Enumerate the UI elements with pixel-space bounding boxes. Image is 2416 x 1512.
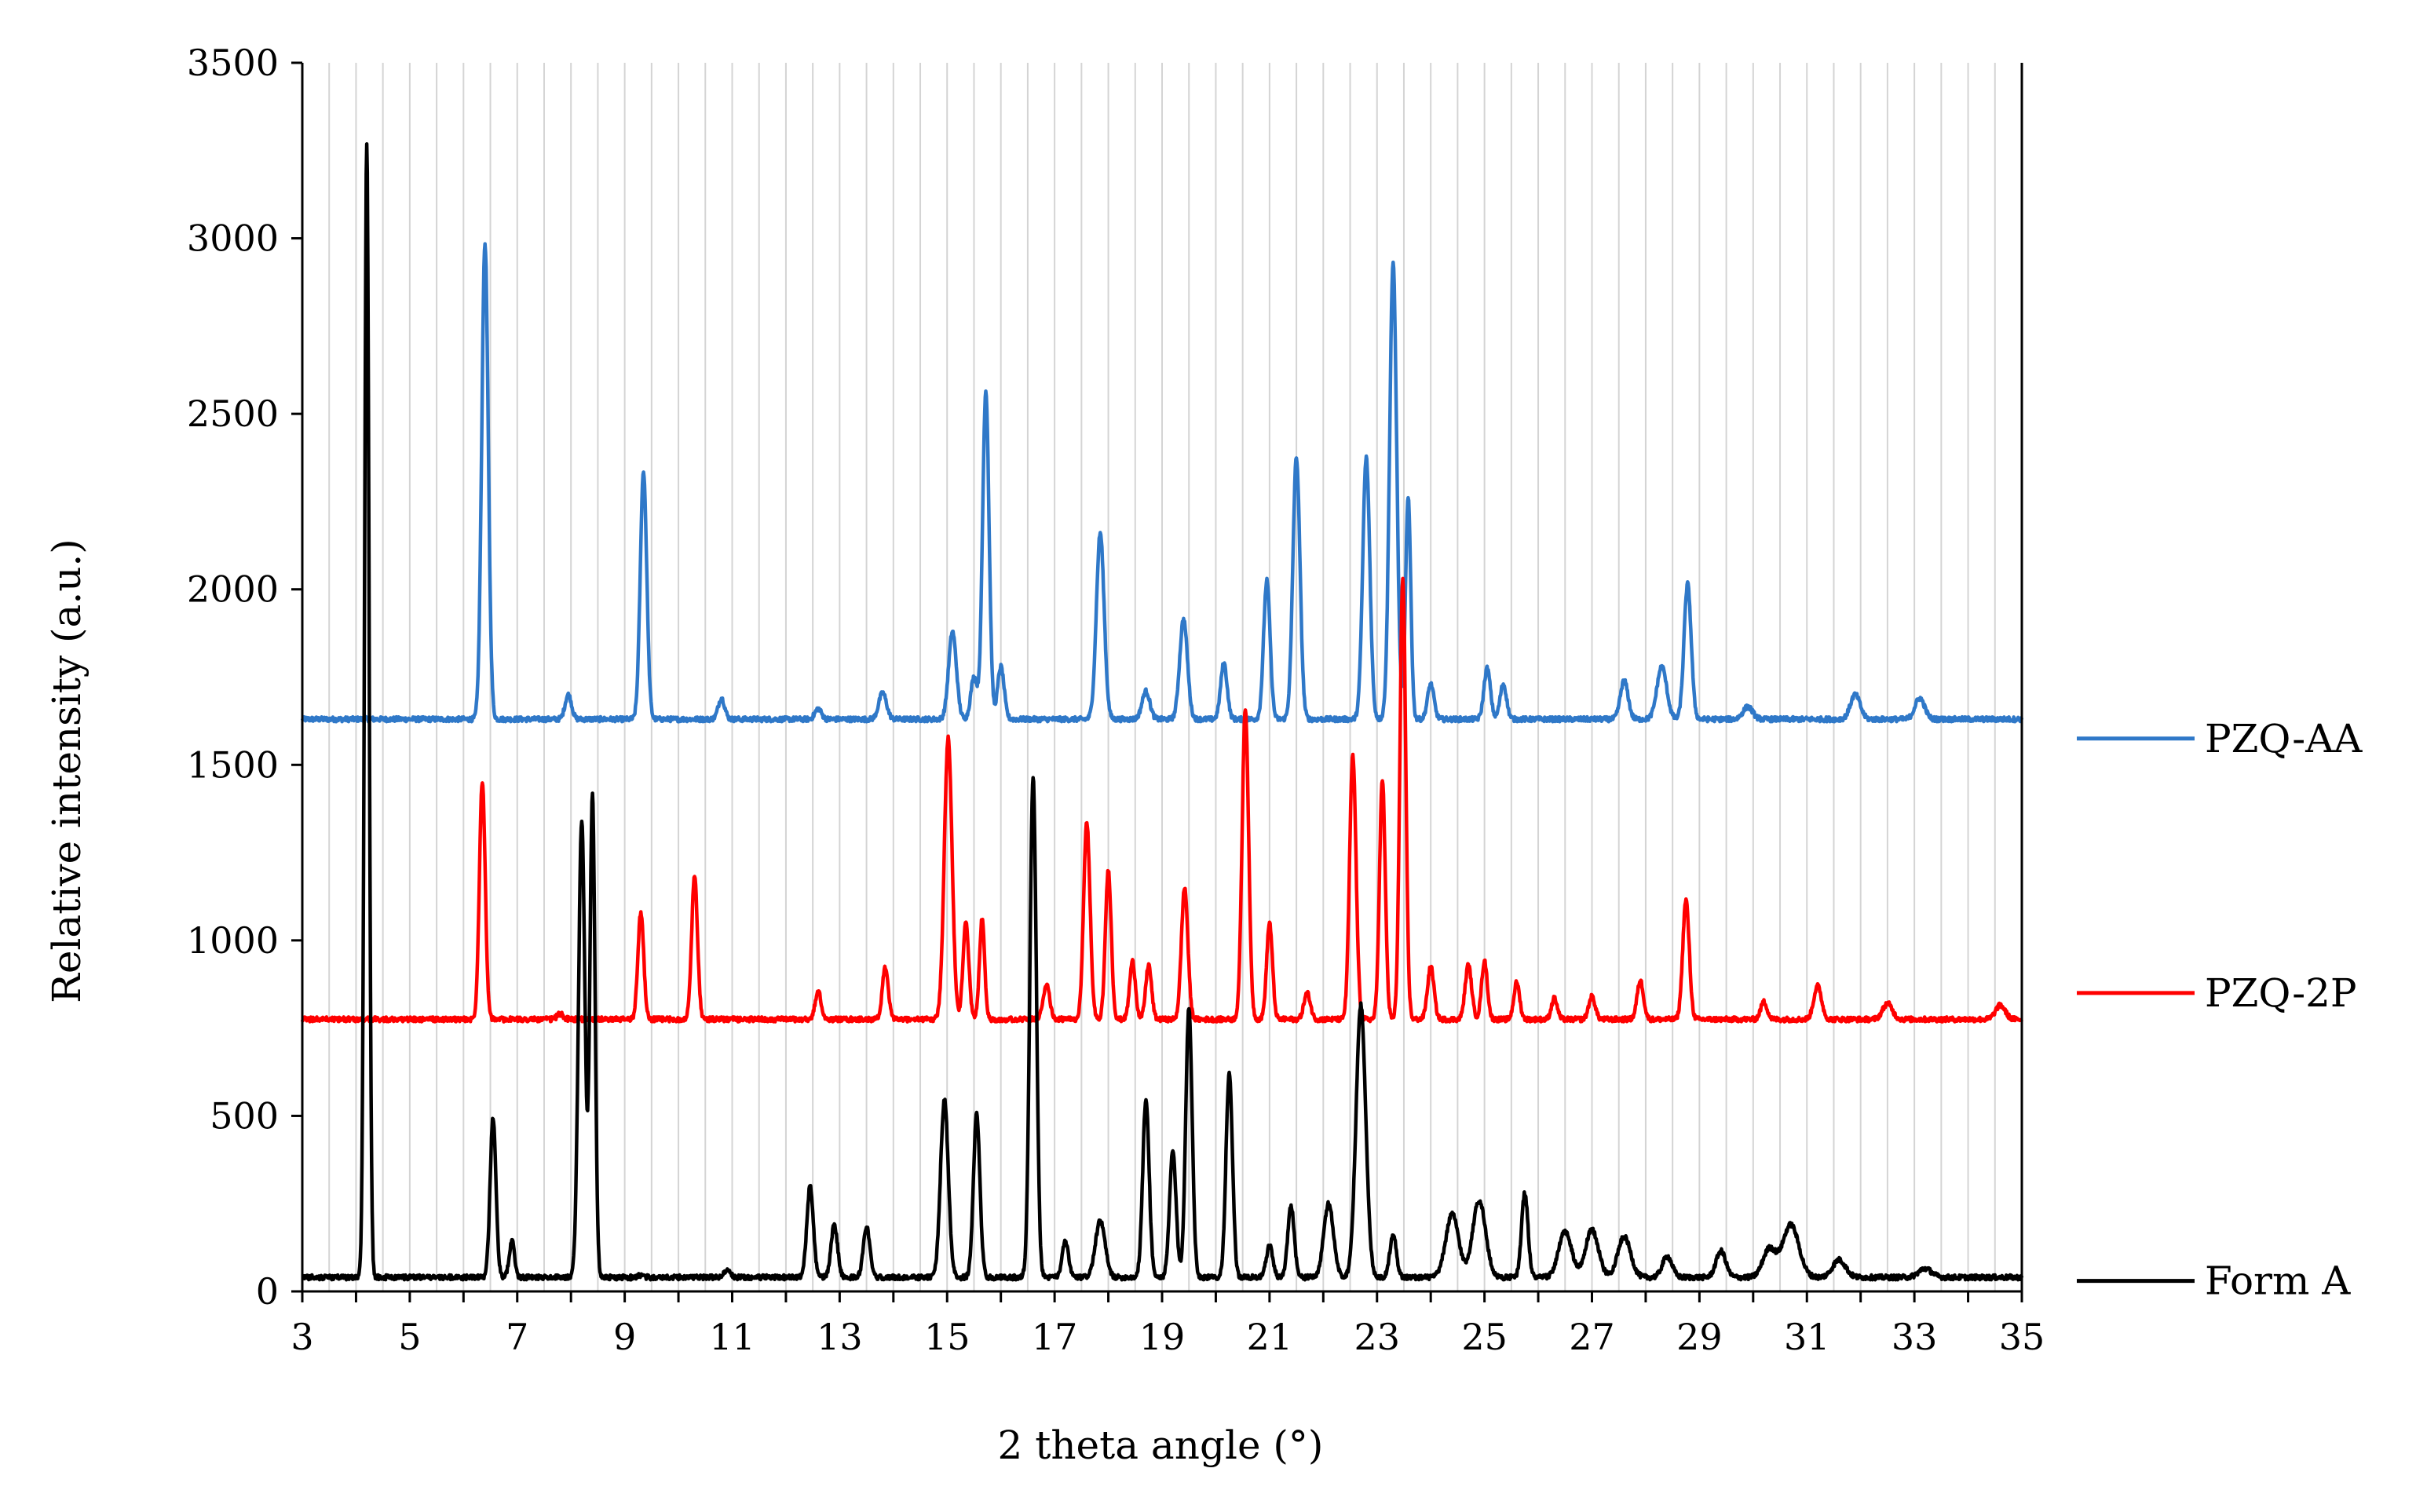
x-tick-label: 9 [613,1316,636,1358]
x-tick-label: 35 [1999,1316,2045,1358]
y-axis-title: Relative intensity (a.u.) [44,539,90,1003]
y-tick-label: 3500 [187,42,279,84]
x-tick-label: 19 [1139,1316,1186,1358]
x-tick-label: 29 [1676,1316,1723,1358]
legend: PZQ-AA PZQ-2P Form A [2077,716,2363,1304]
x-tick-label: 5 [398,1316,421,1358]
series-line-pzq-aa [300,242,2024,724]
x-axis-title: 2 theta angle (°) [998,1423,1324,1468]
y-tick-label: 500 [210,1094,279,1137]
y-tick-label: 0 [256,1270,279,1313]
y-tick-label: 2500 [187,393,279,435]
x-tick-label: 15 [924,1316,970,1358]
x-tick-label: 13 [817,1316,863,1358]
x-tick-label: 17 [1032,1316,1078,1358]
x-tick-label: 23 [1354,1316,1400,1358]
x-tick-label: 33 [1891,1316,1938,1358]
series-line-form-a [301,142,2024,1282]
x-tick-label: 3 [291,1316,313,1358]
y-tick-label: 1500 [187,743,279,786]
series-lines [300,142,2024,1282]
x-tick-label: 31 [1784,1316,1830,1358]
x-tick-label: 25 [1461,1316,1508,1358]
legend-label: PZQ-2P [2205,970,2357,1016]
axes [291,61,2023,1302]
x-tick-label: 7 [506,1316,528,1358]
grid-lines [328,63,1996,1291]
x-tick-label: 27 [1569,1316,1615,1358]
x-tick-label: 11 [709,1316,755,1358]
x-tick-label: 21 [1247,1316,1293,1358]
legend-label: PZQ-AA [2205,716,2363,761]
y-tick-label: 2000 [187,568,279,611]
y-tick-label: 1000 [187,919,279,962]
legend-label: Form A [2205,1258,2351,1304]
y-tick-label: 3000 [187,217,279,260]
